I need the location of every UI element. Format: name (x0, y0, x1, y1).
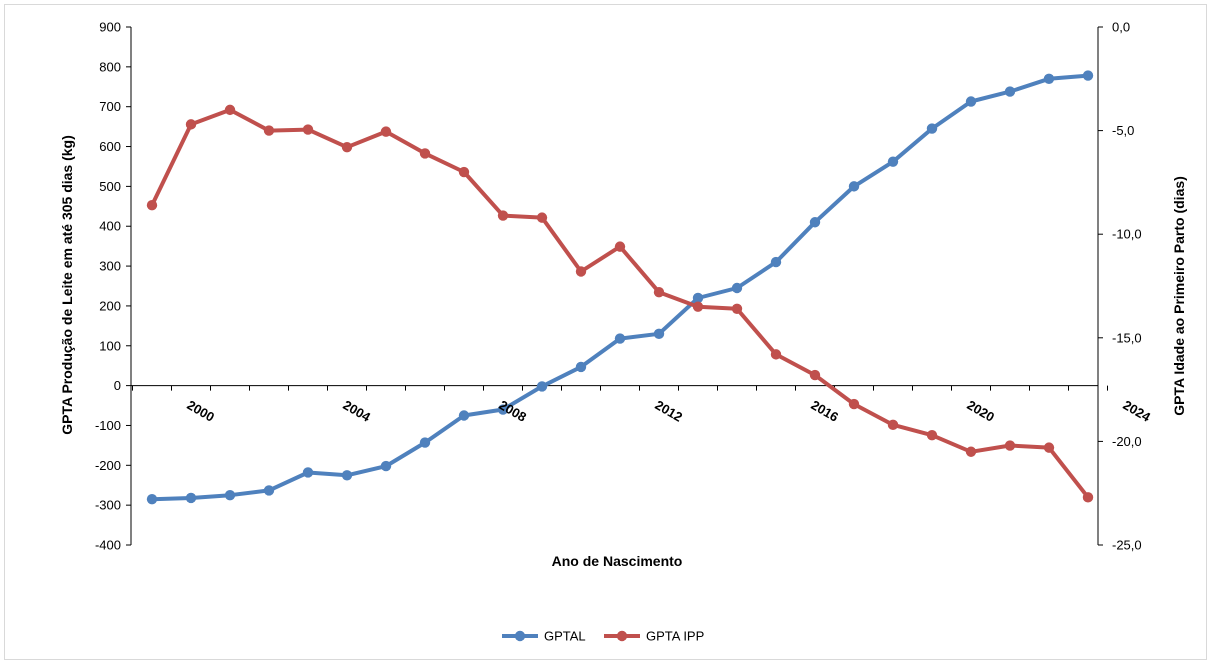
y-right-tick-label: -15,0 (1112, 330, 1142, 345)
y-right-tick-label: -20,0 (1112, 434, 1142, 449)
y-right-tick-label: -25,0 (1112, 538, 1142, 553)
data-point-gptal (341, 470, 353, 481)
data-point-gptal (809, 217, 821, 228)
legend-label-gpta-ipp: GPTA IPP (646, 629, 704, 644)
data-point-gpta-ipp (458, 166, 470, 178)
y-left-tick-label: 0 (114, 378, 121, 393)
data-point-gptal (497, 404, 509, 415)
data-point-gpta-ipp (224, 104, 236, 116)
data-point-gpta-ipp (653, 287, 665, 298)
y-left-tick-label: 100 (99, 338, 121, 353)
data-point-gptal (224, 489, 236, 501)
legend-marker-gptal (514, 630, 526, 642)
data-point-gpta-ipp (185, 119, 197, 130)
data-point-gptal (380, 460, 392, 472)
y-right-tick-label: -10,0 (1112, 227, 1142, 242)
data-point-gpta-ipp (887, 419, 899, 431)
y-axis-left-title: GPTA Produção de Leite em até 305 dias (… (59, 135, 75, 435)
legend-label-gptal: GPTAL (544, 629, 586, 644)
legend-marker-gpta-ipp (616, 630, 628, 642)
data-point-gptal (887, 156, 899, 167)
data-point-gpta-ipp (731, 303, 743, 314)
data-point-gpta-ipp (536, 212, 548, 223)
data-point-gptal (146, 493, 158, 505)
data-point-gptal (419, 437, 431, 448)
chart-border (4, 4, 1207, 660)
data-point-gptal (1004, 86, 1016, 97)
data-point-gptal (263, 485, 275, 496)
data-point-gpta-ipp (926, 429, 938, 441)
data-point-gpta-ipp (497, 210, 509, 221)
data-point-gpta-ipp (419, 148, 431, 159)
y-left-tick-label: 600 (99, 139, 121, 154)
data-point-gptal (302, 467, 314, 478)
data-point-gptal (692, 292, 704, 304)
y-right-tick-label: -5,0 (1112, 123, 1134, 138)
y-left-tick-label: 300 (99, 259, 121, 274)
y-right-tick-label: 0,0 (1112, 20, 1130, 35)
data-point-gpta-ipp (848, 398, 860, 410)
data-point-gptal (614, 333, 626, 344)
y-left-tick-label: 200 (99, 298, 121, 313)
x-axis-title: Ano de Nascimento (552, 553, 683, 569)
data-point-gpta-ipp (341, 141, 353, 153)
y-left-tick-label: 400 (99, 219, 121, 234)
y-left-tick-label: 500 (99, 179, 121, 194)
data-point-gptal (1082, 70, 1094, 81)
data-point-gpta-ipp (575, 266, 587, 277)
data-point-gpta-ipp (380, 126, 392, 137)
data-point-gptal (536, 381, 548, 392)
y-left-tick-label: 900 (99, 20, 121, 35)
data-point-gpta-ipp (809, 369, 821, 381)
data-point-gpta-ipp (1043, 442, 1055, 453)
data-point-gptal (770, 256, 782, 268)
data-point-gpta-ipp (614, 241, 626, 252)
data-point-gptal (731, 282, 743, 294)
data-point-gpta-ipp (263, 125, 275, 136)
data-point-gptal (575, 361, 587, 373)
y-left-tick-label: 800 (99, 59, 121, 74)
data-point-gpta-ipp (692, 301, 704, 312)
data-point-gptal (653, 328, 665, 340)
y-left-tick-label: -100 (95, 418, 121, 433)
data-point-gptal (926, 123, 938, 134)
data-point-gpta-ipp (1004, 440, 1016, 451)
y-left-tick-label: -400 (95, 538, 121, 553)
legend: GPTAL GPTA IPP (502, 629, 704, 644)
data-point-gptal (185, 492, 197, 504)
data-point-gpta-ipp (965, 446, 977, 457)
data-point-gptal (458, 410, 470, 421)
y-left-tick-label: 700 (99, 99, 121, 114)
y-left-tick-label: -300 (95, 498, 121, 513)
data-point-gpta-ipp (146, 199, 158, 211)
data-point-gptal (965, 96, 977, 107)
data-point-gpta-ipp (302, 124, 314, 135)
data-point-gptal (848, 181, 860, 192)
data-point-gpta-ipp (770, 349, 782, 360)
data-point-gpta-ipp (1082, 492, 1094, 503)
data-point-gptal (1043, 73, 1055, 85)
y-axis-right-title: GPTA Idade ao Primeiro Parto (dias) (1171, 176, 1187, 416)
y-left-tick-label: -200 (95, 458, 121, 473)
